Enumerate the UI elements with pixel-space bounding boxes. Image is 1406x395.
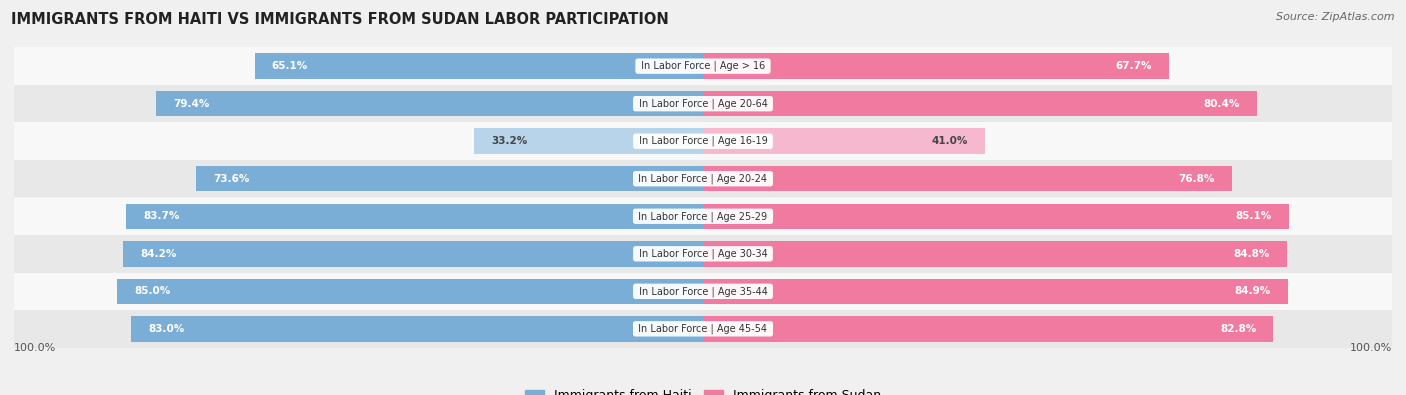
Bar [703,241,1288,267]
Text: 84.8%: 84.8% [1233,249,1270,259]
Bar [703,278,1288,304]
Bar [122,241,703,267]
Text: 80.4%: 80.4% [1204,99,1240,109]
Bar [703,316,1274,342]
Bar [703,166,1232,192]
Legend: Immigrants from Haiti, Immigrants from Sudan: Immigrants from Haiti, Immigrants from S… [520,384,886,395]
Bar [14,198,1392,235]
Bar [14,160,1392,198]
Text: IMMIGRANTS FROM HAITI VS IMMIGRANTS FROM SUDAN LABOR PARTICIPATION: IMMIGRANTS FROM HAITI VS IMMIGRANTS FROM… [11,12,669,27]
Text: 84.9%: 84.9% [1234,286,1271,296]
Text: 33.2%: 33.2% [492,136,527,146]
Text: In Labor Force | Age 45-54: In Labor Force | Age 45-54 [636,324,770,334]
Bar [703,203,1289,229]
Text: In Labor Force | Age > 16: In Labor Force | Age > 16 [638,61,768,71]
Text: 83.7%: 83.7% [143,211,180,221]
Bar [703,128,986,154]
Bar [703,91,1257,117]
Text: 73.6%: 73.6% [214,174,249,184]
Text: 83.0%: 83.0% [149,324,184,334]
Bar [14,235,1392,273]
Text: 67.7%: 67.7% [1116,61,1152,71]
Text: In Labor Force | Age 20-64: In Labor Force | Age 20-64 [636,98,770,109]
Bar [14,273,1392,310]
Text: 82.8%: 82.8% [1220,324,1256,334]
Bar [703,53,1170,79]
Text: In Labor Force | Age 30-34: In Labor Force | Age 30-34 [636,248,770,259]
Text: 76.8%: 76.8% [1178,174,1215,184]
Bar [117,278,703,304]
Bar [14,47,1392,85]
Text: 100.0%: 100.0% [1350,343,1392,353]
Bar [156,91,703,117]
Text: In Labor Force | Age 20-24: In Labor Force | Age 20-24 [636,173,770,184]
Text: In Labor Force | Age 16-19: In Labor Force | Age 16-19 [636,136,770,147]
Bar [131,316,703,342]
Text: 100.0%: 100.0% [14,343,56,353]
Text: Source: ZipAtlas.com: Source: ZipAtlas.com [1277,12,1395,22]
Bar [14,122,1392,160]
Bar [127,203,703,229]
Text: 65.1%: 65.1% [271,61,308,71]
Text: 41.0%: 41.0% [932,136,969,146]
Text: 85.0%: 85.0% [135,286,172,296]
Bar [14,85,1392,122]
Bar [474,128,703,154]
Text: 79.4%: 79.4% [173,99,209,109]
Bar [195,166,703,192]
Text: 84.2%: 84.2% [141,249,177,259]
Text: 85.1%: 85.1% [1236,211,1272,221]
Bar [254,53,703,79]
Text: In Labor Force | Age 35-44: In Labor Force | Age 35-44 [636,286,770,297]
Text: In Labor Force | Age 25-29: In Labor Force | Age 25-29 [636,211,770,222]
Bar [14,310,1392,348]
